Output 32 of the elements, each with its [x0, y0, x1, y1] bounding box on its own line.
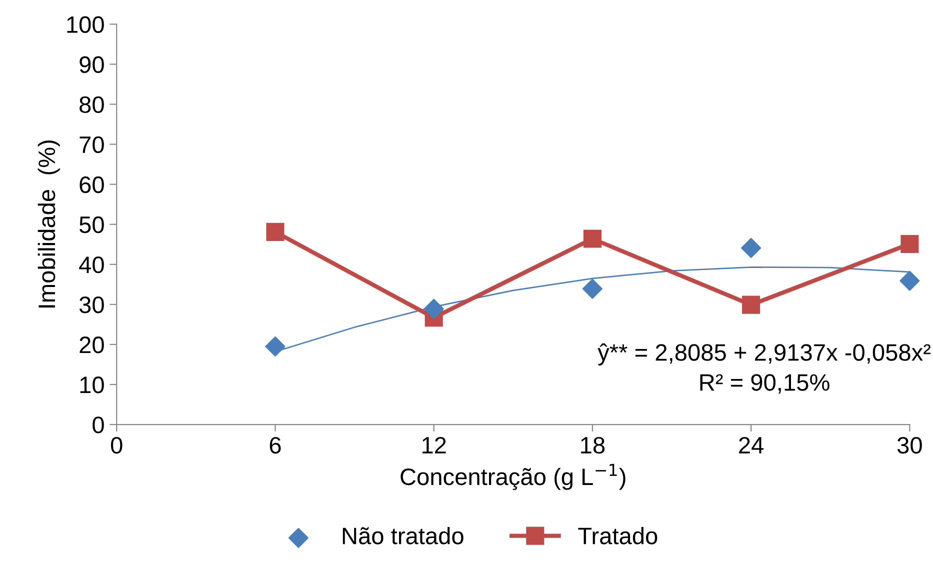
- x-tick-label: 0: [110, 436, 122, 454]
- x-tick-label: 24: [739, 436, 764, 454]
- y-tick-label: 40: [79, 256, 104, 274]
- x-tick-label: 18: [581, 436, 605, 454]
- point: [900, 234, 919, 253]
- point: [266, 222, 284, 241]
- legend-label: Não tratado: [342, 526, 464, 544]
- y-tick-label: 50: [80, 216, 104, 234]
- x-tick-label: 6: [270, 436, 281, 454]
- y-axis-title: Imobilidade (%): [38, 140, 60, 308]
- point: [741, 238, 762, 258]
- y-tick-label: 10: [80, 376, 104, 394]
- y-tick-label: 0: [92, 416, 104, 434]
- y-tick-label: 60: [80, 176, 104, 194]
- legend-label: Tratado: [578, 526, 658, 544]
- annotation: R² = 90,15%: [700, 374, 830, 394]
- annotation: ŷ** = 2,8085 + 2,9137x -0,058x²: [598, 343, 931, 366]
- y-tick-label: 80: [80, 96, 104, 114]
- y-tick-label: 70: [80, 136, 104, 154]
- y-tick-label: 100: [67, 16, 104, 33]
- point: [900, 270, 920, 291]
- point: [424, 298, 444, 319]
- point: [742, 296, 760, 314]
- y-tick-label: 20: [80, 336, 104, 354]
- point: [582, 278, 602, 299]
- y-tick-label: 30: [79, 296, 104, 314]
- point: [583, 230, 602, 248]
- x-tick-label: 30: [897, 436, 922, 454]
- x-axis-title: Concentração (g L$^{−1}$): [400, 464, 626, 490]
- y-tick-label: 90: [80, 56, 104, 74]
- point: [265, 336, 286, 356]
- x-tick-label: 12: [422, 436, 446, 454]
